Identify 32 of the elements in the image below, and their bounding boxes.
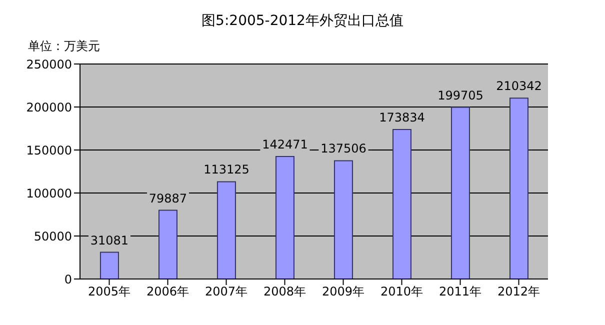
y-tick-label: 250000 — [26, 57, 72, 72]
y-tick-label: 0 — [64, 272, 72, 286]
y-axis-title: 单位：万美元 — [28, 38, 100, 55]
bar — [275, 156, 294, 279]
x-tick-label: 2008年 — [263, 284, 306, 299]
x-tick-label: 2005年 — [88, 284, 131, 299]
x-tick-label: 2007年 — [204, 284, 248, 299]
bar — [450, 106, 470, 279]
bar — [392, 129, 412, 279]
data-label: 31081 — [90, 233, 129, 248]
data-label: 113125 — [204, 162, 250, 177]
data-label: 173834 — [379, 110, 425, 125]
y-tick-label: 50000 — [34, 229, 72, 244]
chart-title: 图5:2005-2012年外贸出口总值 — [200, 12, 404, 31]
x-tick-label: 2010年 — [380, 284, 424, 299]
bar — [216, 181, 236, 279]
y-tick-label: 100000 — [26, 186, 72, 200]
x-tick-label: 2012年 — [497, 284, 540, 299]
x-tick-label: 2011年 — [438, 284, 482, 299]
x-tick-label: 2006年 — [146, 284, 190, 299]
data-label: 210342 — [496, 79, 542, 94]
data-label: 79887 — [148, 191, 188, 206]
data-label: 137506 — [320, 142, 366, 156]
bar — [334, 160, 353, 279]
x-tick-label: 2009年 — [322, 284, 365, 299]
bar — [509, 98, 528, 279]
y-tick-label: 150000 — [26, 143, 72, 158]
y-tick-label: 200000 — [26, 100, 72, 114]
bar — [100, 252, 119, 279]
data-label: 199705 — [438, 88, 484, 102]
data-label: 142471 — [262, 137, 308, 152]
bar — [158, 210, 178, 279]
